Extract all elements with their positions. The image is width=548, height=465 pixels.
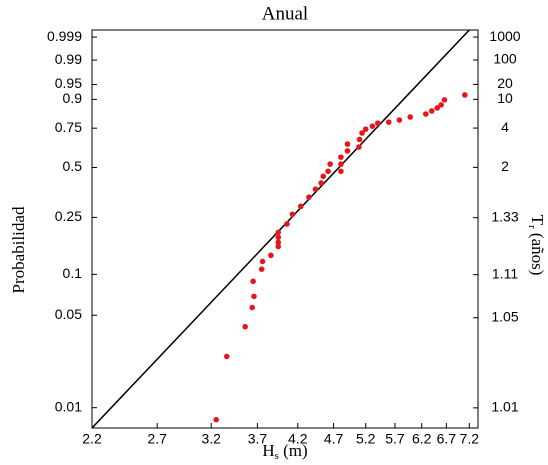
y-tick-label: 0.5: [63, 158, 83, 174]
data-point: [320, 173, 327, 180]
x-tick-label: 6.2: [412, 431, 432, 447]
data-point: [327, 161, 333, 167]
data-point: [356, 136, 363, 143]
fit-line: [92, 30, 470, 428]
x-tick-label: 5.2: [356, 431, 376, 447]
y-tick-label: 0.99: [55, 51, 82, 67]
data-point: [441, 97, 448, 103]
data-point: [284, 221, 290, 227]
data-point: [275, 239, 282, 246]
x-tick-label: 4.2: [288, 431, 308, 447]
data-point: [422, 111, 429, 117]
x-tick-label: 2.2: [82, 431, 102, 447]
data-point: [275, 243, 282, 250]
y2-tick-label: 1000: [489, 28, 520, 44]
data-point: [344, 148, 351, 154]
data-point: [356, 144, 362, 150]
data-point: [462, 92, 468, 98]
y-tick-label: 0.9: [63, 90, 83, 106]
data-point: [407, 114, 414, 120]
y-tick-label: 0.05: [55, 306, 82, 322]
y-axis-label: Probabilidad: [9, 206, 28, 293]
y2-axis-label-rest: (años): [528, 229, 547, 276]
data-point: [434, 105, 441, 111]
data-point: [362, 126, 369, 132]
data-point: [259, 258, 266, 265]
x-axis-label-main: H: [262, 441, 274, 460]
data-point: [318, 180, 324, 186]
x-tick-label: 3.7: [248, 431, 268, 447]
data-point: [338, 154, 344, 160]
y2-tick-label: 1.33: [491, 208, 518, 224]
y2-tick-label: 20: [497, 75, 513, 91]
data-point: [429, 108, 435, 114]
data-point: [374, 120, 381, 126]
y2-tick-label: 1.11: [492, 265, 518, 281]
data-point: [369, 123, 376, 129]
plot-frame: [91, 29, 479, 429]
x-tick-label: 5.7: [385, 431, 405, 447]
y-tick-label: 0.01: [55, 398, 82, 414]
x-tick-label: 2.7: [147, 431, 167, 447]
chart-title: Anual: [262, 3, 308, 24]
x-tick-label: 7.2: [460, 431, 480, 447]
data-point: [306, 194, 312, 200]
data-point: [275, 234, 282, 241]
x-tick-label: 6.7: [437, 431, 457, 447]
data-point: [359, 130, 365, 136]
y2-tick-label: 10: [497, 90, 513, 106]
y-tick-label: 0.1: [63, 265, 83, 281]
y-tick-label: 0.75: [55, 119, 82, 135]
data-point: [275, 229, 282, 236]
data-point: [251, 293, 257, 300]
y2-tick-label: 1.01: [491, 399, 518, 415]
x-axis-label-sub: s: [275, 450, 279, 462]
data-point: [438, 102, 444, 108]
x-axis-label-rest: (m): [279, 441, 308, 460]
data-point: [312, 186, 319, 192]
data-point: [289, 211, 296, 218]
y2-axis-label: Tr (años): [526, 215, 547, 276]
y-tick-label: 0.999: [47, 28, 82, 44]
y2-tick-label: 1.05: [491, 308, 518, 324]
y2-axis-label-main: T: [528, 215, 547, 226]
y2-tick-label: 4: [501, 119, 509, 135]
data-point: [223, 353, 230, 360]
x-axis-label: Hs (m): [262, 441, 307, 462]
data-point: [250, 278, 256, 285]
data-point: [213, 416, 219, 423]
y2-axis-label-sub: r: [526, 225, 538, 229]
y-tick-label: 0.25: [55, 208, 82, 224]
x-tick-label: 4.7: [324, 431, 344, 447]
data-point: [396, 117, 403, 123]
data-point: [338, 168, 344, 175]
x-tick-label: 3.2: [201, 431, 221, 447]
data-point: [338, 161, 344, 167]
y-tick-label: 0.95: [55, 75, 82, 91]
data-point: [258, 266, 265, 273]
y2-tick-label: 2: [501, 158, 509, 174]
data-point: [242, 323, 248, 330]
data-point: [344, 141, 351, 147]
data-point: [325, 168, 331, 175]
data-point: [385, 119, 392, 125]
data-point: [268, 252, 274, 259]
data-point: [249, 304, 256, 311]
y2-tick-label: 100: [493, 51, 517, 67]
data-point: [297, 203, 304, 210]
